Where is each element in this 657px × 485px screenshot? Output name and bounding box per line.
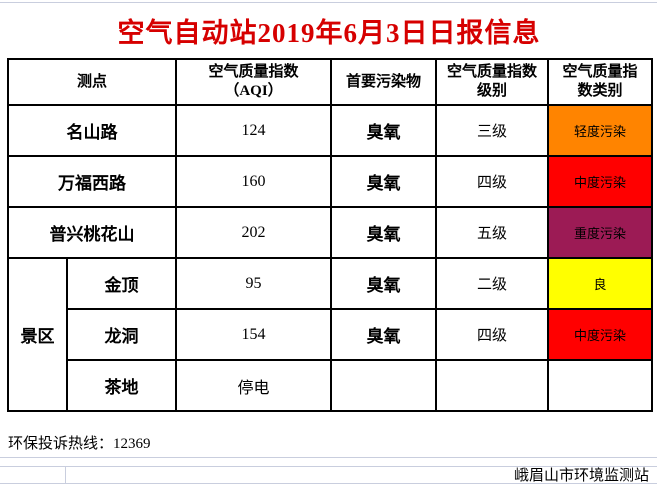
aqi-cell: 160 (175, 155, 333, 208)
site-cell: 普兴桃花山 (6, 206, 178, 259)
table-row: 万福西路 160 臭氧 四级 中度污染 (6, 155, 654, 208)
pollutant-cell: 臭氧 (330, 257, 438, 310)
header-site: 测点 (6, 58, 178, 106)
table-row: 名山路 124 臭氧 三级 轻度污染 (6, 104, 654, 157)
group-cell: 景区 (7, 257, 68, 412)
pollutant-cell: 臭氧 (330, 155, 438, 208)
pollutant-cell: 臭氧 (330, 206, 438, 259)
category-cell (547, 359, 654, 412)
empty-grid-row (0, 457, 657, 467)
site-cell: 金顶 (65, 257, 178, 310)
level-cell (435, 359, 550, 412)
site-cell: 万福西路 (6, 155, 178, 208)
level-cell: 四级 (435, 155, 550, 208)
station-name: 峨眉山市环境监测站 (513, 468, 649, 484)
header-row: 测点 空气质量指数 （AQI） 首要污染物 空气质量指数 级别 空气质量指 数类… (6, 58, 654, 106)
level-cell: 四级 (435, 308, 550, 361)
aqi-cell: 95 (175, 257, 333, 310)
table-row: 景区 金顶 95 臭氧 二级 良 (7, 257, 654, 412)
table-row: 普兴桃花山 202 臭氧 五级 重度污染 (6, 206, 654, 259)
site-cell: 茶地 (65, 359, 178, 412)
header-level: 空气质量指数 级别 (435, 58, 550, 106)
site-cell: 龙洞 (65, 308, 178, 361)
level-cell: 三级 (435, 104, 550, 157)
report-title: 空气自动站2019年6月3日日报信息 (117, 17, 541, 48)
aqi-table: 测点 空气质量指数 （AQI） 首要污染物 空气质量指数 级别 空气质量指 数类… (6, 58, 654, 412)
top-gridline (0, 0, 657, 3)
header-aqi: 空气质量指数 （AQI） (175, 58, 333, 106)
aqi-cell: 124 (175, 104, 333, 157)
header-category: 空气质量指 数类别 (547, 58, 654, 106)
category-cell: 轻度污染 (547, 104, 654, 157)
pollutant-cell (330, 359, 438, 412)
pollutant-cell: 臭氧 (330, 104, 438, 157)
table-row: 茶地 停电 (8, 359, 654, 412)
aqi-cell: 154 (175, 308, 333, 361)
aqi-cell: 停电 (175, 359, 333, 412)
category-cell: 重度污染 (547, 206, 654, 259)
aqi-cell: 202 (175, 206, 333, 259)
category-cell: 中度污染 (547, 308, 654, 361)
header-pollutant: 首要污染物 (330, 58, 438, 106)
bottom-grid-row: 峨眉山市环境监测站 (0, 466, 657, 484)
level-cell: 五级 (435, 206, 550, 259)
site-cell: 名山路 (6, 104, 178, 157)
table-row: 龙洞 154 臭氧 四级 中度污染 (8, 308, 654, 361)
pollutant-cell: 臭氧 (330, 308, 438, 361)
level-cell: 二级 (435, 257, 550, 310)
category-cell: 良 (547, 257, 654, 310)
category-cell: 中度污染 (547, 155, 654, 208)
complaint-hotline: 环保投诉热线：12369 (8, 436, 151, 452)
bottom-grid-cell (0, 466, 66, 483)
